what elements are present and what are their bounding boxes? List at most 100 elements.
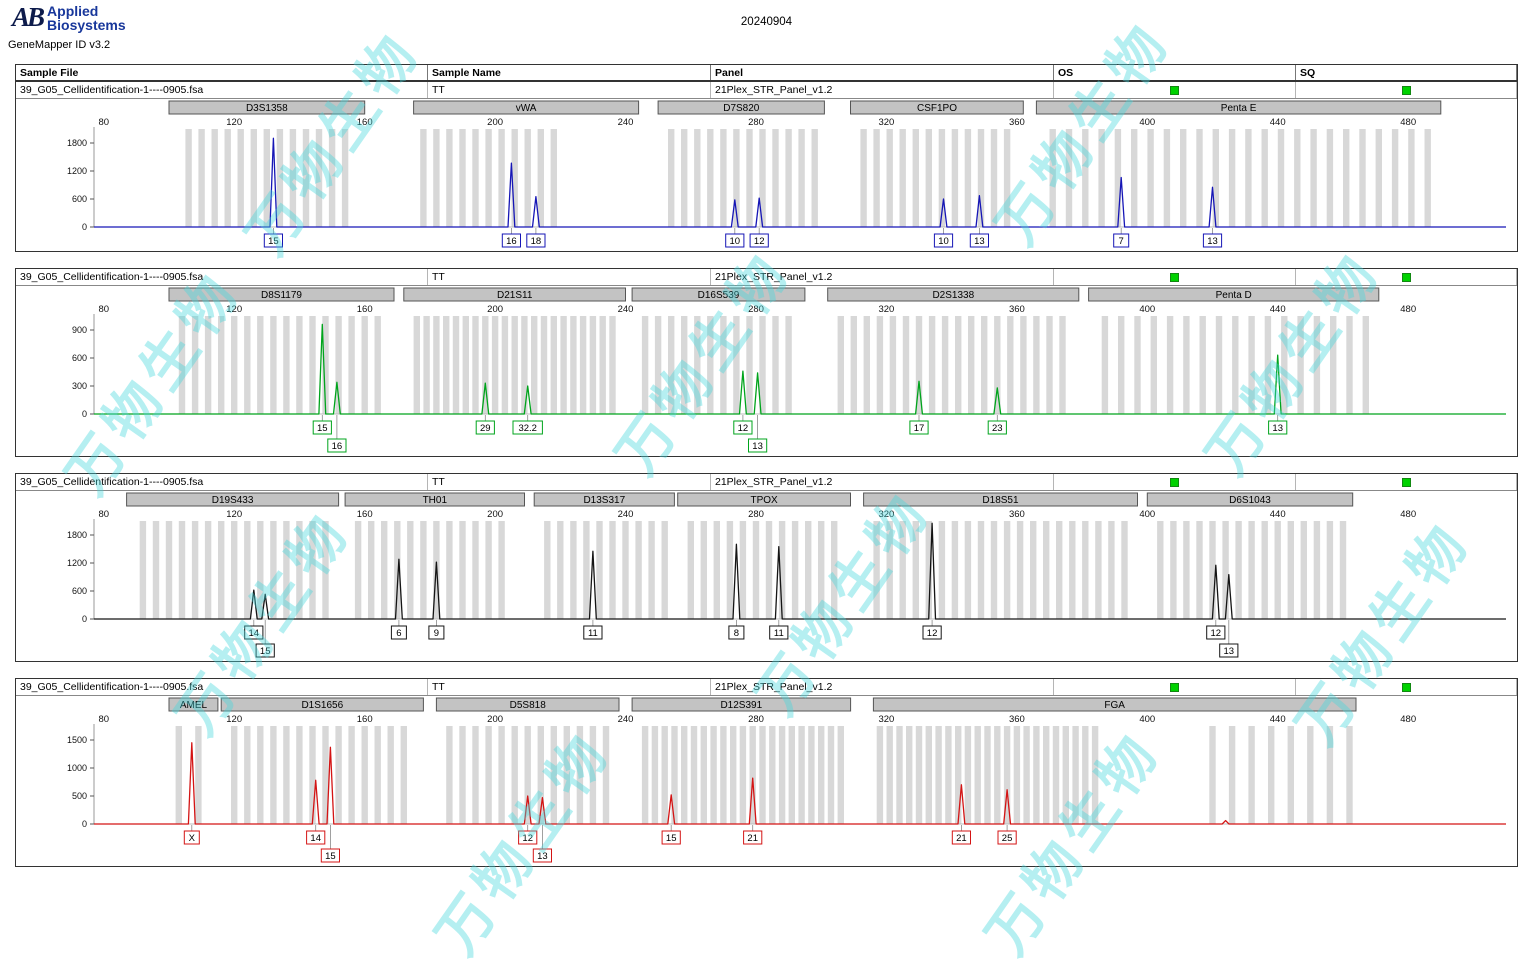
x-tick-label: 240 [618,304,634,315]
marker-CSF1PO[interactable]: CSF1PO [850,100,1024,227]
x-tick-label: 160 [357,509,373,520]
allele-label-12[interactable]: 12 [518,825,538,845]
allele-label-10[interactable]: 10 [933,228,954,248]
allele-label-13[interactable]: 13 [748,415,768,453]
allele-label-15[interactable]: 15 [661,825,681,845]
svg-text:18: 18 [531,236,542,247]
marker-Penta D[interactable]: Penta D [1088,287,1380,414]
col-sq: SQ [1296,65,1517,80]
svg-text:15: 15 [268,236,279,247]
x-tick-label: 160 [357,714,373,725]
allele-label-15[interactable]: 15 [263,228,284,248]
sample-row[interactable]: 39_G05_Cellidentification-1----0905.fsa T… [16,82,1517,99]
allele-label-15[interactable]: 15 [255,620,275,658]
x-tick-label: 440 [1270,509,1286,520]
os-pass-indicator[interactable] [1170,85,1179,95]
allele-label-16[interactable]: 16 [501,228,521,248]
marker-D18S51[interactable]: D18S51 [863,492,1138,619]
x-tick-label: 360 [1009,714,1025,725]
svg-text:12: 12 [754,236,765,247]
sq-pass-indicator[interactable] [1401,272,1411,282]
marker-Penta E[interactable]: Penta E [1035,100,1442,227]
allele-label-29[interactable]: 29 [475,415,495,435]
allele-label-15[interactable]: 15 [320,825,340,863]
marker-AMEL[interactable]: AMEL [168,697,219,824]
dye-trace-blue [94,137,1506,228]
marker-D8S1179[interactable]: D8S1179 [168,287,395,414]
x-tick-label: 480 [1400,714,1416,725]
marker-D6S1043[interactable]: D6S1043 [1146,492,1354,619]
x-tick-label: 320 [878,714,894,725]
allele-label-10[interactable]: 10 [725,228,745,248]
sq-pass-indicator[interactable] [1401,682,1411,692]
svg-text:13: 13 [1272,423,1283,434]
allele-label-13[interactable]: 13 [1268,415,1288,435]
sq-pass-indicator[interactable] [1401,85,1411,95]
allele-label-18[interactable]: 18 [526,228,546,248]
x-tick-label: 240 [618,117,634,128]
dye-trace-black [94,522,1506,620]
allele-label-8[interactable]: 8 [728,620,745,640]
marker-D16S539[interactable]: D16S539 [631,287,806,414]
sample-row[interactable]: 39_G05_Cellidentification-1----0905.fsa T… [16,474,1517,491]
marker-D7S820[interactable]: D7S820 [657,100,825,227]
marker-D1S1656[interactable]: D1S1656 [220,697,424,824]
x-tick-label: 200 [487,117,503,128]
allele-label-12[interactable]: 12 [922,620,942,640]
allele-label-14[interactable]: 14 [306,825,326,845]
allele-label-11[interactable]: 11 [583,620,603,640]
allele-label-12[interactable]: 12 [733,415,753,435]
allele-label-12[interactable]: 12 [1206,620,1226,640]
allele-label-7[interactable]: 7 [1113,228,1130,248]
allele-label-15[interactable]: 15 [312,415,332,435]
allele-label-13[interactable]: 13 [1219,620,1239,658]
marker-D19S433[interactable]: D19S433 [126,492,340,619]
allele-label-16[interactable]: 16 [327,415,347,453]
marker-vWA[interactable]: vWA [413,100,640,227]
sample-file-cell: 39_G05_Cellidentification-1----0905.fsa [16,82,428,98]
sample-file-cell: 39_G05_Cellidentification-1----0905.fsa [16,679,428,695]
x-tick-label: 80 [99,714,110,725]
marker-D12S391[interactable]: D12S391 [631,697,852,824]
marker-TPOX[interactable]: TPOX [677,492,852,619]
allele-label-21[interactable]: 21 [951,825,971,845]
allele-label-12[interactable]: 12 [749,228,769,248]
marker-D21S11[interactable]: D21S11 [403,287,626,414]
col-os: OS [1054,65,1296,80]
allele-label-13[interactable]: 13 [532,825,552,863]
plot-area-blue[interactable]: D3S1358 vWA D7S820 CSF1PO Penta E80 120 160 200… [16,99,1517,251]
marker-D13S317[interactable]: D13S317 [533,492,675,619]
marker-D3S1358[interactable]: D3S1358 [168,100,366,227]
marker-FGA[interactable]: FGA [872,697,1357,824]
sq-pass-indicator[interactable] [1401,477,1411,487]
marker-D5S818[interactable]: D5S818 [435,697,620,824]
plot-area-green[interactable]: D8S1179 D21S11 D16S539 D2S1338 Penta D80 120 1… [16,286,1517,456]
svg-text:16: 16 [506,236,517,247]
os-pass-indicator[interactable] [1170,682,1179,692]
svg-text:29: 29 [480,423,491,434]
sample-file-cell: 39_G05_Cellidentification-1----0905.fsa [16,269,428,285]
svg-text:16: 16 [332,441,343,452]
electropherogram-panel-red: 39_G05_Cellidentification-1----0905.fsa T… [15,678,1518,867]
allele-label-6[interactable]: 6 [390,620,407,640]
os-pass-indicator[interactable] [1170,477,1179,487]
allele-label-14[interactable]: 14 [244,620,264,640]
sq-status-cell [1296,474,1517,490]
sample-row[interactable]: 39_G05_Cellidentification-1----0905.fsa T… [16,269,1517,286]
os-pass-indicator[interactable] [1170,272,1179,282]
allele-label-17[interactable]: 17 [909,415,929,435]
allele-label-X[interactable]: X [183,825,200,845]
allele-label-23[interactable]: 23 [987,415,1007,435]
allele-label-11[interactable]: 11 [769,620,789,640]
sample-row[interactable]: 39_G05_Cellidentification-1----0905.fsa T… [16,679,1517,696]
allele-label-25[interactable]: 25 [997,825,1017,845]
marker-D2S1338[interactable]: D2S1338 [827,287,1080,414]
allele-label-9[interactable]: 9 [428,620,445,640]
svg-text:25: 25 [1002,833,1013,844]
allele-label-13[interactable]: 13 [969,228,989,248]
allele-label-13[interactable]: 13 [1202,228,1223,248]
allele-label-32.2[interactable]: 32.2 [512,415,543,435]
allele-label-21[interactable]: 21 [743,825,763,845]
